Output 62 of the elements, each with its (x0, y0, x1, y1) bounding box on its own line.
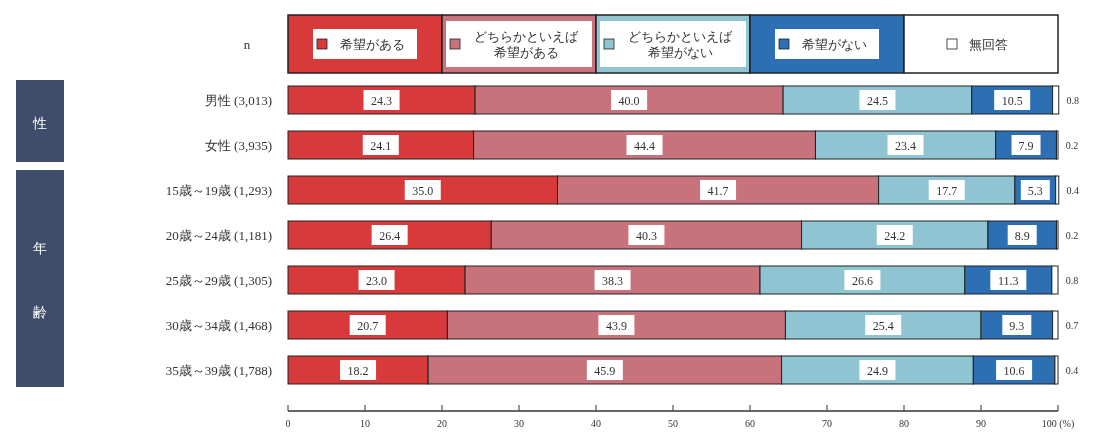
data-label: 26.6 (851, 274, 873, 288)
data-label: 0.8 (1066, 95, 1080, 106)
data-label: 0.4 (1065, 365, 1079, 376)
y-tick-label: 男性 (3,013) (204, 93, 272, 108)
x-tick-label: 70 (822, 418, 832, 429)
data-label: 24.5 (866, 94, 888, 108)
x-tick-label: 30 (514, 418, 524, 429)
data-label: 44.4 (634, 139, 656, 153)
data-label: 24.3 (371, 94, 393, 108)
data-label: 9.3 (1009, 319, 1025, 333)
y-tick-label: 25歳～29歳 (1,305) (165, 273, 272, 288)
data-label: 26.4 (379, 229, 401, 243)
x-tick-label: 60 (745, 418, 755, 429)
y-tick-label: 35歳～39歳 (1,788) (165, 363, 272, 378)
text: 齢 (33, 305, 47, 320)
data-label: 23.0 (366, 274, 388, 288)
x-tick-label: 20 (437, 418, 447, 429)
data-label: 5.3 (1027, 184, 1043, 198)
data-label: 24.1 (370, 139, 392, 153)
data-label: 0.7 (1065, 320, 1079, 331)
data-label: 8.9 (1014, 229, 1030, 243)
data-label: 23.4 (895, 139, 917, 153)
legend-label: どちらかといえば希望がある (474, 29, 579, 60)
data-label: 41.7 (707, 184, 729, 198)
data-label: 0.2 (1065, 230, 1079, 241)
legend-label: 希望がない (801, 37, 867, 52)
data-label: 10.5 (1001, 94, 1023, 108)
legend-label: 無回答 (968, 37, 1008, 52)
x-tick-label: 80 (899, 418, 909, 429)
data-label: 17.7 (936, 184, 958, 198)
data-label: 0.8 (1065, 275, 1079, 286)
y-tick-label: 30歳～34歳 (1,468) (165, 318, 272, 333)
data-label: 0.4 (1066, 185, 1080, 196)
text: 性 (32, 115, 47, 131)
text: n (243, 37, 251, 52)
data-label: 40.0 (618, 94, 640, 108)
text: 年 (33, 241, 47, 256)
x-tick-label: 90 (976, 418, 986, 429)
legend-label: どちらかといえば希望がない (628, 29, 733, 60)
y-tick-label: 女性 (3,935) (204, 138, 272, 153)
data-label: 24.2 (884, 229, 906, 243)
data-label: 24.9 (866, 364, 888, 378)
data-label: 38.3 (602, 274, 624, 288)
data-label: 11.3 (998, 274, 1019, 288)
legend-label: 希望がある (339, 37, 405, 52)
x-tick-label: 40 (591, 418, 601, 429)
data-label: 40.3 (635, 229, 657, 243)
data-label: 35.0 (412, 184, 434, 198)
data-label: 20.7 (357, 319, 379, 333)
x-tick-label: 10 (360, 418, 370, 429)
data-label: 7.9 (1018, 139, 1034, 153)
y-tick-label: 20歳～24歳 (1,181) (165, 228, 272, 243)
data-label: 18.2 (347, 364, 369, 378)
x-tick-label: 0 (285, 418, 291, 429)
data-label: 45.9 (594, 364, 616, 378)
data-label: 43.9 (605, 319, 627, 333)
y-tick-label: 15歳～19歳 (1,293) (165, 183, 272, 198)
x-tick-label: 50 (668, 418, 678, 429)
data-label: 10.6 (1003, 364, 1025, 378)
data-label: 25.4 (872, 319, 894, 333)
x-tick-label: 100 (%) (1041, 418, 1075, 430)
data-label: 0.2 (1065, 140, 1079, 151)
